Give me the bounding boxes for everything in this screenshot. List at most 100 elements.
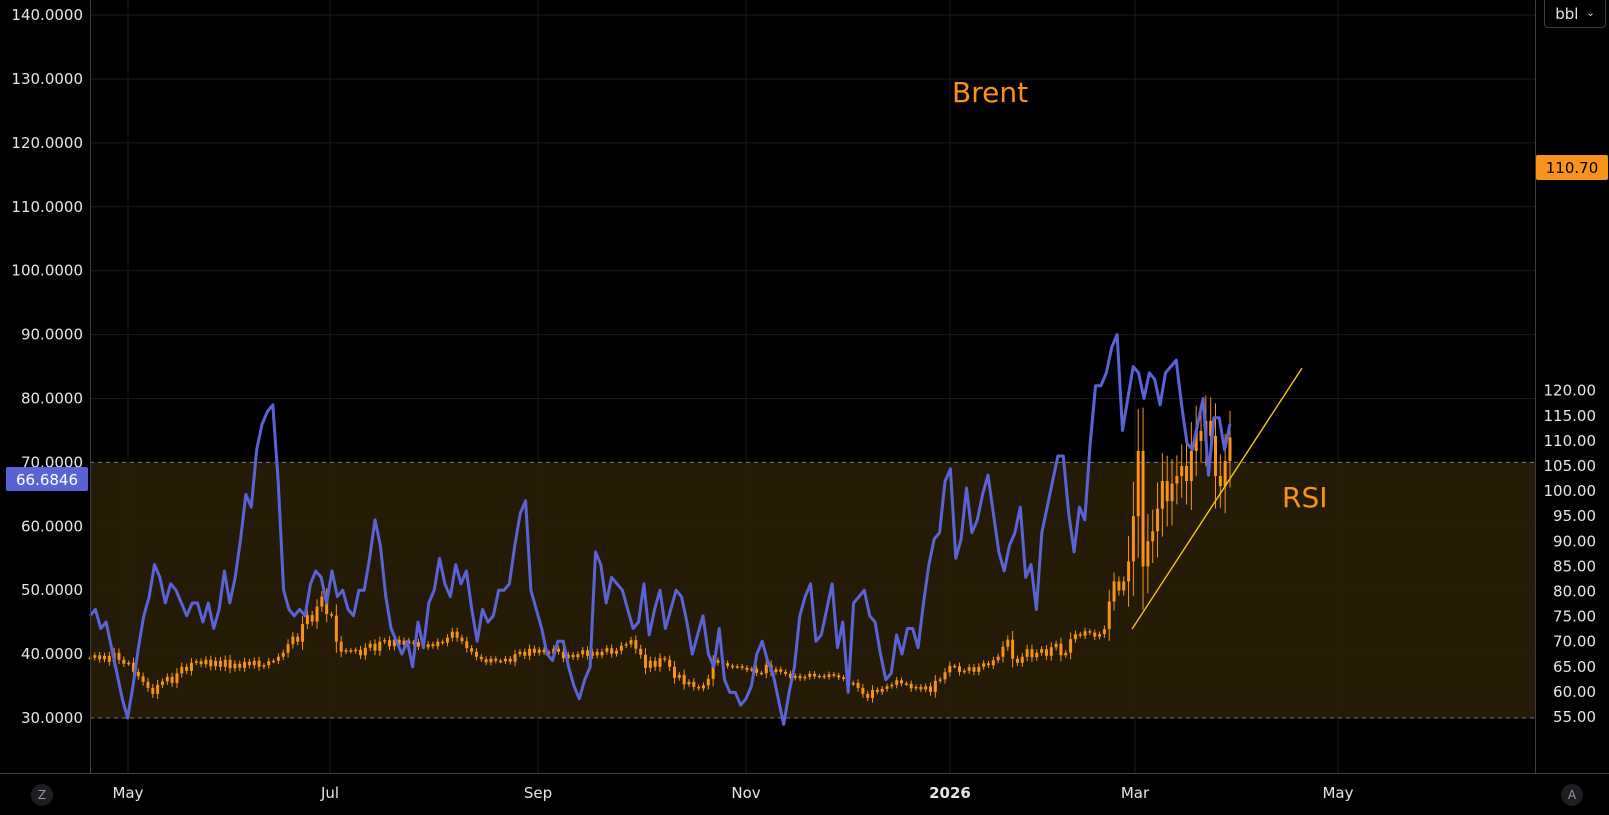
candle-body	[276, 656, 280, 661]
candle-body	[1093, 632, 1097, 637]
candle-body	[938, 679, 942, 681]
candle-body	[281, 652, 285, 657]
left-axis-tick: 90.0000	[21, 326, 83, 344]
trend-line[interactable]	[1131, 367, 1303, 630]
candle-body	[387, 640, 391, 647]
candle-body	[1122, 581, 1126, 591]
candle-body	[1015, 658, 1019, 663]
left-axis-tick: 140.0000	[11, 6, 83, 24]
candle-body	[209, 659, 213, 667]
candle-body	[528, 648, 532, 656]
unit-selector[interactable]: bbl ⌄	[1544, 0, 1606, 28]
candle-body	[368, 643, 372, 648]
candle-body	[1223, 460, 1227, 487]
candle-body	[842, 677, 846, 679]
left-axis-tick: 80.0000	[21, 390, 83, 408]
candle-body	[1020, 656, 1024, 663]
candle-body	[803, 676, 807, 679]
candle-body	[93, 655, 97, 658]
right-axis-tick: 70.00	[1553, 633, 1596, 651]
candle-body	[450, 631, 454, 638]
candle-body	[537, 649, 541, 653]
candle-body	[107, 655, 111, 662]
candle-body	[397, 639, 401, 645]
price-value-label: 110.70	[1546, 159, 1599, 177]
candle-body	[122, 659, 126, 664]
candle-body	[653, 660, 657, 667]
candle-body	[624, 644, 628, 646]
candle-body	[339, 641, 343, 652]
candle-body	[595, 651, 599, 656]
candle-body	[890, 684, 894, 687]
candle-body	[1199, 430, 1203, 441]
candle-body	[189, 662, 193, 671]
candle-body	[479, 656, 483, 660]
candle-body	[610, 648, 614, 654]
candle-body	[648, 660, 652, 668]
right-axis-tick: 115.00	[1544, 407, 1597, 425]
rsi-value-badge: 66.6846	[6, 467, 88, 491]
candle-body	[416, 642, 420, 647]
candle-body	[547, 652, 551, 654]
candle-body	[1069, 639, 1073, 653]
candle-body	[871, 689, 875, 698]
candle-body	[465, 641, 469, 649]
rsi-annotation[interactable]: RSI	[1282, 481, 1328, 514]
candle-body	[194, 661, 198, 663]
candle-body	[1040, 649, 1044, 653]
candle-body	[1098, 634, 1102, 637]
candle-body	[914, 686, 918, 689]
candle-body	[320, 596, 324, 607]
zoom-z-button[interactable]: Z	[31, 784, 53, 806]
candle-body	[1185, 466, 1189, 482]
candle-body	[1175, 476, 1179, 484]
candle-body	[600, 651, 604, 656]
candle-body	[837, 675, 841, 678]
right-axis-tick: 55.00	[1553, 708, 1596, 726]
brent-annotation[interactable]: Brent	[952, 76, 1028, 109]
candle-body	[508, 658, 512, 662]
candle-body	[943, 672, 947, 680]
candle-body	[933, 680, 937, 692]
candle-body	[141, 676, 145, 682]
candle-body	[948, 665, 952, 673]
candle-body	[880, 688, 884, 692]
right-axis-tick: 80.00	[1553, 583, 1596, 601]
candle-body	[489, 658, 493, 663]
right-axis-tick: 90.00	[1553, 532, 1596, 550]
candle-body	[180, 666, 184, 674]
candle-body	[175, 673, 179, 683]
candle-body	[204, 659, 208, 665]
candle-body	[1088, 631, 1092, 633]
x-axis-tick: Jul	[320, 784, 339, 802]
left-axis-tick: 50.0000	[21, 581, 83, 599]
candle-body	[349, 650, 353, 652]
candle-body	[813, 673, 817, 677]
candle-body	[904, 683, 908, 685]
left-axis-tick: 100.0000	[11, 262, 83, 280]
candle-body	[779, 669, 783, 672]
candle-body	[392, 639, 396, 647]
candle-body	[363, 647, 367, 656]
candle-body	[532, 648, 536, 653]
candle-body	[726, 663, 730, 666]
candle-body	[513, 654, 517, 662]
unit-label: bbl	[1555, 4, 1579, 23]
candle-body	[861, 687, 865, 694]
candle-body	[866, 693, 870, 698]
candle-body	[730, 665, 734, 668]
candle-body	[1083, 631, 1087, 636]
candle-body	[909, 683, 913, 689]
candle-body	[663, 658, 667, 660]
auto-scale-button[interactable]: A	[1561, 784, 1583, 806]
candle-body	[484, 659, 488, 663]
candle-body	[629, 640, 633, 645]
candle-body	[977, 666, 981, 672]
candle-body	[1136, 450, 1140, 517]
candle-body	[1180, 466, 1184, 477]
x-axis-tick: Mar	[1121, 784, 1150, 802]
candle-body	[953, 665, 957, 668]
candle-body	[788, 673, 792, 678]
candle-body	[1064, 652, 1068, 656]
